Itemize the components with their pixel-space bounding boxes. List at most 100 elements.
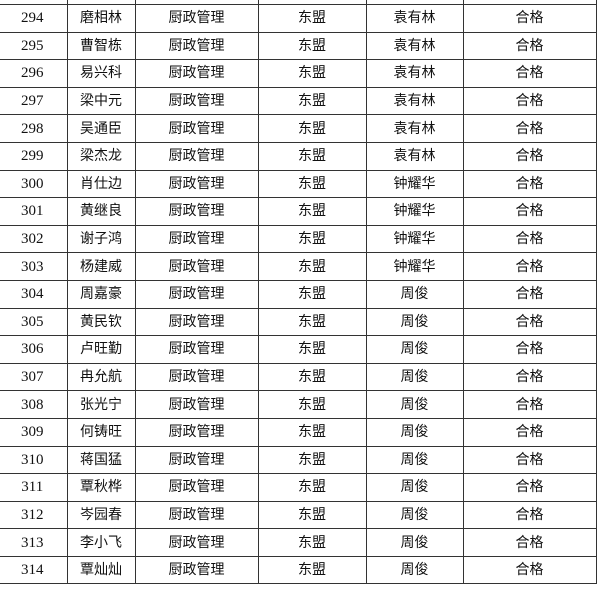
cell-result: 合格 [462, 31, 597, 61]
table-row: 302 谢子鸿 厨政管理 东盟 钟耀华 合格 [0, 224, 597, 254]
cell-name: 易兴科 [66, 59, 136, 88]
cell-result: 合格 [462, 555, 597, 585]
table-row: 294 磨相林 厨政管理 东盟 袁有林 合格 [0, 4, 597, 33]
cell-major: 厨政管理 [134, 86, 259, 116]
cell-no: 300 [0, 169, 68, 199]
cell-result: 合格 [462, 169, 597, 199]
cell-no: 295 [0, 31, 68, 61]
cell-major: 厨政管理 [134, 528, 259, 557]
cell-major: 厨政管理 [134, 362, 259, 392]
cell-result: 合格 [462, 279, 597, 309]
column-divider [67, 0, 68, 4]
cell-teacher: 袁有林 [365, 31, 464, 61]
cell-result: 合格 [462, 500, 597, 530]
cell-teacher: 袁有林 [365, 4, 464, 33]
cell-major: 厨政管理 [134, 252, 259, 281]
cell-name: 杨建威 [66, 252, 136, 281]
cell-unit: 东盟 [257, 86, 367, 116]
cell-teacher: 周俊 [365, 307, 464, 337]
cell-name: 磨相林 [66, 4, 136, 33]
cell-result: 合格 [462, 390, 597, 419]
cell-major: 厨政管理 [134, 335, 259, 364]
cell-teacher: 周俊 [365, 500, 464, 530]
cell-name: 吴通臣 [66, 114, 136, 143]
cell-name: 冉允航 [66, 362, 136, 392]
column-divider [463, 0, 464, 4]
cell-name: 曹智栋 [66, 31, 136, 61]
cell-name: 梁中元 [66, 86, 136, 116]
cell-name: 肖仕边 [66, 169, 136, 199]
cell-teacher: 周俊 [365, 362, 464, 392]
cell-result: 合格 [462, 445, 597, 475]
table-row: 310 蒋国猛 厨政管理 东盟 周俊 合格 [0, 445, 597, 475]
cell-result: 合格 [462, 528, 597, 557]
cell-no: 302 [0, 224, 68, 254]
cell-result: 合格 [462, 252, 597, 281]
cell-major: 厨政管理 [134, 279, 259, 309]
table-row: 305 黄民钦 厨政管理 东盟 周俊 合格 [0, 307, 597, 337]
table-row: 311 覃秋桦 厨政管理 东盟 周俊 合格 [0, 473, 597, 502]
cell-unit: 东盟 [257, 114, 367, 143]
cell-no: 312 [0, 500, 68, 530]
cell-name: 黄民钦 [66, 307, 136, 337]
cell-result: 合格 [462, 141, 597, 171]
table-row: 300 肖仕边 厨政管理 东盟 钟耀华 合格 [0, 169, 597, 199]
cell-teacher: 周俊 [365, 390, 464, 419]
cell-major: 厨政管理 [134, 500, 259, 530]
cell-teacher: 周俊 [365, 417, 464, 447]
cell-teacher: 周俊 [365, 473, 464, 502]
cell-major: 厨政管理 [134, 417, 259, 447]
cell-unit: 东盟 [257, 500, 367, 530]
cell-name: 何铸旺 [66, 417, 136, 447]
cell-unit: 东盟 [257, 335, 367, 364]
column-divider [135, 0, 136, 4]
table-row: 296 易兴科 厨政管理 东盟 袁有林 合格 [0, 59, 597, 88]
cell-no: 311 [0, 473, 68, 502]
cell-teacher: 周俊 [365, 335, 464, 364]
cell-no: 303 [0, 252, 68, 281]
cell-major: 厨政管理 [134, 445, 259, 475]
table-row: 303 杨建威 厨政管理 东盟 钟耀华 合格 [0, 252, 597, 281]
cell-name: 张光宁 [66, 390, 136, 419]
table-row: 297 梁中元 厨政管理 东盟 袁有林 合格 [0, 86, 597, 116]
cell-major: 厨政管理 [134, 59, 259, 88]
cell-no: 296 [0, 59, 68, 88]
table-row: 299 梁杰龙 厨政管理 东盟 袁有林 合格 [0, 141, 597, 171]
cell-name: 李小飞 [66, 528, 136, 557]
cell-name: 岑园春 [66, 500, 136, 530]
cell-no: 314 [0, 555, 68, 585]
cell-teacher: 周俊 [365, 445, 464, 475]
table-row: 313 李小飞 厨政管理 东盟 周俊 合格 [0, 528, 597, 557]
cell-unit: 东盟 [257, 252, 367, 281]
table-row: 312 岑园春 厨政管理 东盟 周俊 合格 [0, 500, 597, 530]
cell-no: 298 [0, 114, 68, 143]
table-row: 306 卢旺勤 厨政管理 东盟 周俊 合格 [0, 335, 597, 364]
column-divider [596, 0, 597, 4]
cell-name: 蒋国猛 [66, 445, 136, 475]
cell-major: 厨政管理 [134, 114, 259, 143]
table-row: 309 何铸旺 厨政管理 东盟 周俊 合格 [0, 417, 597, 447]
cell-unit: 东盟 [257, 362, 367, 392]
table-row: 307 冉允航 厨政管理 东盟 周俊 合格 [0, 362, 597, 392]
cell-unit: 东盟 [257, 307, 367, 337]
results-table: 294 磨相林 厨政管理 东盟 袁有林 合格 295 曹智栋 厨政管理 东盟 袁有林 合格 296 易兴科… [0, 4, 597, 585]
cell-major: 厨政管理 [134, 4, 259, 33]
cell-no: 310 [0, 445, 68, 475]
cell-major: 厨政管理 [134, 31, 259, 61]
cell-result: 合格 [462, 197, 597, 226]
cell-teacher: 袁有林 [365, 59, 464, 88]
cell-major: 厨政管理 [134, 169, 259, 199]
cell-major: 厨政管理 [134, 224, 259, 254]
cell-no: 308 [0, 390, 68, 419]
cell-name: 谢子鸿 [66, 224, 136, 254]
cell-name: 卢旺勤 [66, 335, 136, 364]
cell-major: 厨政管理 [134, 141, 259, 171]
column-divider [258, 0, 259, 4]
cell-teacher: 钟耀华 [365, 224, 464, 254]
cell-unit: 东盟 [257, 197, 367, 226]
cell-teacher: 钟耀华 [365, 197, 464, 226]
cell-result: 合格 [462, 4, 597, 33]
cell-result: 合格 [462, 417, 597, 447]
cell-no: 313 [0, 528, 68, 557]
cell-teacher: 周俊 [365, 279, 464, 309]
